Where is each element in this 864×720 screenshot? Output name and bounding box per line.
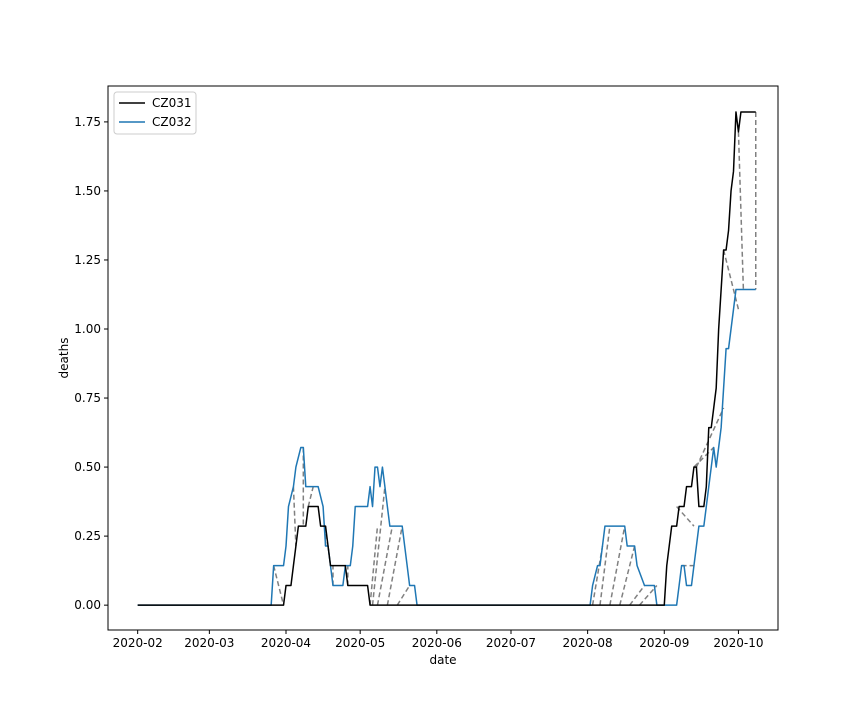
connector-line (292, 486, 297, 547)
x-tick-label: 2020-09 (639, 636, 689, 650)
series-lines (137, 111, 756, 606)
connector-line (737, 131, 745, 290)
connector-line (369, 526, 379, 606)
connector-line (307, 486, 314, 507)
plot-frame (107, 85, 779, 631)
y-axis-label: deaths (57, 338, 71, 379)
x-tick-label: 2020-07 (486, 636, 536, 650)
x-tick-label: 2020-05 (335, 636, 385, 650)
x-tick-label: 2020-02 (113, 636, 163, 650)
y-tick-label: 1.00 (74, 322, 101, 336)
connector-line (695, 407, 725, 468)
connector-line (371, 486, 386, 606)
series-line-cz031 (137, 111, 756, 606)
connector-line (676, 506, 695, 527)
legend-label-cz032: CZ032 (152, 115, 192, 129)
connector-line (722, 249, 740, 310)
x-tick-label: 2020-03 (184, 636, 234, 650)
x-tick-label: 2020-08 (563, 636, 613, 650)
connector-lines (272, 111, 757, 606)
x-axis-label: date (429, 653, 456, 667)
legend: CZ031 CZ032 (113, 91, 197, 135)
connector-line (376, 526, 394, 606)
y-tick-label: 1.50 (74, 184, 101, 198)
connector-line (272, 565, 285, 606)
connector-line (619, 545, 636, 606)
connector-line (609, 526, 626, 606)
connector-line (396, 585, 411, 606)
connector-line (599, 526, 611, 606)
y-tick-label: 0.50 (74, 460, 101, 474)
y-axis: 0.00 0.25 0.50 0.75 1.00 1.25 1.50 1.75 (74, 115, 108, 612)
y-tick-label: 0.25 (74, 529, 101, 543)
y-tick-label: 0.00 (74, 598, 101, 612)
x-tick-label: 2020-10 (713, 636, 763, 650)
y-tick-label: 0.75 (74, 391, 101, 405)
x-tick-label: 2020-04 (261, 636, 311, 650)
legend-label-cz031: CZ031 (152, 96, 192, 110)
x-tick-label: 2020-06 (412, 636, 462, 650)
x-axis: 2020-02 2020-03 2020-04 2020-05 2020-06 2020-… (113, 630, 764, 650)
connector-line (629, 585, 646, 606)
y-tick-label: 1.25 (74, 253, 101, 267)
connector-line (638, 585, 658, 606)
connector-line (386, 526, 403, 606)
y-tick-label: 1.75 (74, 115, 101, 129)
